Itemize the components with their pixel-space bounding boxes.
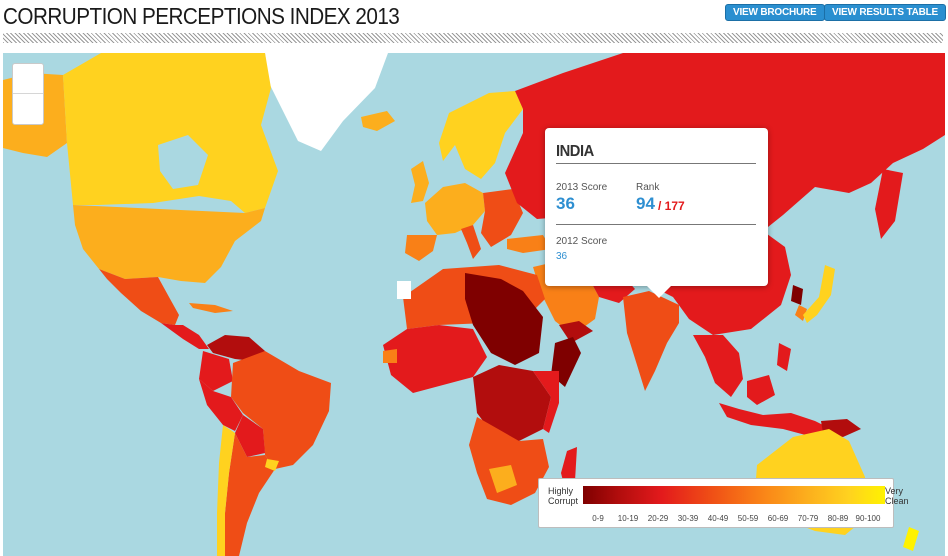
region-greenland[interactable]: [265, 53, 388, 151]
region-iberia[interactable]: [405, 235, 437, 261]
region-west-africa[interactable]: [383, 325, 487, 393]
region-bolivia[interactable]: [235, 415, 265, 457]
region-colombia[interactable]: [199, 351, 233, 391]
region-caribbean[interactable]: [189, 303, 233, 313]
tooltip-country-name: INDIA: [556, 143, 594, 160]
region-western-europe[interactable]: [425, 183, 485, 235]
region-east-africa[interactable]: [533, 371, 559, 433]
region-iceland[interactable]: [361, 111, 395, 131]
region-eastern-europe[interactable]: [481, 189, 523, 247]
region-central-africa[interactable]: [473, 365, 551, 441]
region-uruguay[interactable]: [265, 459, 279, 471]
map-legend: Highly Corrupt Very Clean 0-9 10-19 20-2…: [538, 478, 909, 528]
region-sahara-west[interactable]: [397, 281, 411, 299]
region-philippines[interactable]: [777, 343, 791, 371]
view-results-table-button[interactable]: VIEW RESULTS TABLE: [824, 4, 947, 21]
region-usa[interactable]: [73, 205, 265, 283]
tooltip-divider-bottom: [556, 224, 756, 225]
tooltip-2012-score-label: 2012 Score: [556, 236, 608, 247]
legend-range-label: 90-100: [855, 514, 881, 523]
region-southern-africa[interactable]: [469, 417, 549, 505]
tooltip-rank-label: Rank: [636, 182, 660, 193]
plus-icon: [22, 77, 34, 79]
region-india[interactable]: [623, 291, 679, 391]
tooltip-rank-total: / 177: [658, 199, 685, 213]
view-brochure-button[interactable]: VIEW BROCHURE: [725, 4, 825, 21]
tooltip-2013-score-label: 2013 Score: [556, 182, 608, 193]
legend-range-label: 0-9: [592, 514, 604, 523]
region-southeast-asia[interactable]: [693, 335, 743, 397]
tooltip-divider-top: [556, 163, 756, 164]
tooltip-rank-value: 94: [636, 194, 655, 213]
legend-range-label: 70-79: [797, 514, 819, 523]
region-scandinavia[interactable]: [439, 91, 523, 179]
legend-range-label: 10-19: [617, 514, 639, 523]
legend-color-scale: [583, 486, 885, 504]
region-mexico[interactable]: [99, 269, 179, 325]
region-italy[interactable]: [461, 225, 481, 259]
header-divider: [3, 33, 943, 43]
zoom-in-button[interactable]: [13, 64, 43, 94]
region-peru[interactable]: [199, 379, 243, 431]
tooltip-2012-score-value: 36: [556, 251, 568, 262]
region-chile[interactable]: [217, 425, 235, 556]
page-title: CORRUPTION PERCEPTIONS INDEX 2013: [3, 3, 400, 29]
minus-icon: [22, 107, 34, 109]
region-senegal[interactable]: [383, 349, 397, 363]
region-borneo[interactable]: [747, 375, 775, 405]
region-yemen[interactable]: [559, 321, 593, 343]
region-uk[interactable]: [411, 161, 429, 203]
legend-range-label: 80-89: [827, 514, 849, 523]
region-hudson-bay: [158, 135, 208, 189]
region-argentina[interactable]: [225, 433, 275, 556]
legend-range-label: 50-59: [737, 514, 759, 523]
region-indonesia[interactable]: [719, 403, 835, 437]
tooltip-2013-score-value: 36: [556, 194, 575, 213]
region-kamchatka[interactable]: [875, 169, 903, 239]
legend-range-label: 20-29: [647, 514, 669, 523]
zoom-out-button[interactable]: [13, 94, 43, 123]
zoom-control: [12, 63, 44, 125]
country-tooltip: INDIA 2013 Score 36 Rank 94 / 177 2012 S…: [545, 128, 768, 298]
legend-range-label: 30-39: [677, 514, 699, 523]
region-brazil[interactable]: [231, 351, 331, 469]
region-turkey[interactable]: [507, 235, 551, 253]
region-libya-sudan[interactable]: [465, 273, 543, 365]
region-korea[interactable]: [791, 285, 803, 305]
region-botswana[interactable]: [489, 465, 517, 493]
legend-range-label: 40-49: [707, 514, 729, 523]
region-canada[interactable]: [63, 53, 278, 213]
legend-highly-corrupt-label: Highly Corrupt: [548, 486, 579, 506]
region-central-america[interactable]: [161, 323, 209, 349]
region-new-zealand[interactable]: [903, 527, 919, 551]
region-japan[interactable]: [803, 265, 835, 323]
page-header: CORRUPTION PERCEPTIONS INDEX 2013 VIEW B…: [0, 0, 948, 34]
legend-range-label: 60-69: [767, 514, 789, 523]
region-venezuela[interactable]: [207, 335, 265, 361]
legend-very-clean-label: Very Clean: [885, 486, 909, 506]
